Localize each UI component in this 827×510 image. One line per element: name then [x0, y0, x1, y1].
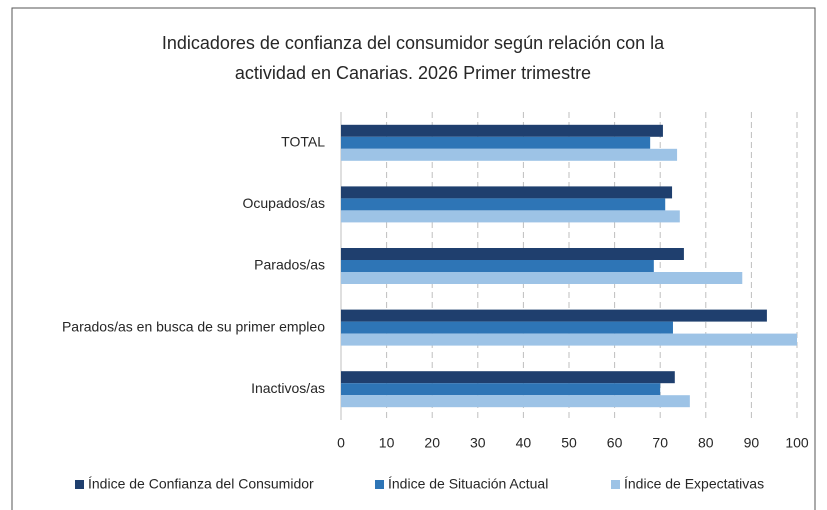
- bar: [341, 383, 661, 396]
- x-tick-label: 60: [607, 435, 623, 451]
- bar: [341, 321, 673, 334]
- y-tick-label: Parados/as: [254, 257, 325, 273]
- x-tick-label: 70: [652, 435, 668, 451]
- bar: [341, 124, 663, 137]
- bar: [341, 371, 675, 384]
- x-tick-label: 0: [337, 435, 345, 451]
- y-tick-label: Parados/as en busca de su primer empleo: [62, 318, 325, 334]
- chart-title: actividad en Canarias. 2026 Primer trime…: [235, 63, 591, 83]
- legend-label: Índice de Situación Actual: [388, 476, 548, 492]
- bar: [341, 260, 654, 272]
- y-tick-label: Ocupados/as: [243, 195, 326, 211]
- x-tick-label: 80: [698, 435, 714, 451]
- bar: [341, 148, 678, 161]
- y-tick-label: Inactivos/as: [251, 380, 325, 396]
- x-tick-label: 40: [516, 435, 532, 451]
- bar: [341, 198, 666, 211]
- x-tick-label: 90: [744, 435, 760, 451]
- bar: [341, 136, 651, 149]
- chart-title: Indicadores de confianza del consumidor …: [162, 33, 665, 53]
- legend-swatch: [611, 480, 620, 489]
- bar: [341, 186, 673, 199]
- y-tick-label: TOTAL: [281, 134, 325, 150]
- legend-swatch: [75, 480, 84, 489]
- legend-label: Índice de Confianza del Consumidor: [88, 476, 314, 492]
- legend-swatch: [375, 480, 384, 489]
- bar: [341, 210, 680, 223]
- bar: [341, 395, 690, 408]
- bar: [341, 309, 767, 322]
- x-tick-label: 10: [379, 435, 395, 451]
- x-tick-label: 100: [785, 435, 809, 451]
- x-tick-label: 50: [561, 435, 577, 451]
- x-tick-label: 30: [470, 435, 486, 451]
- bar: [341, 248, 684, 260]
- bar: [341, 333, 797, 346]
- bar: [341, 272, 743, 284]
- legend-label: Índice de Expectativas: [624, 476, 764, 492]
- x-tick-label: 20: [424, 435, 440, 451]
